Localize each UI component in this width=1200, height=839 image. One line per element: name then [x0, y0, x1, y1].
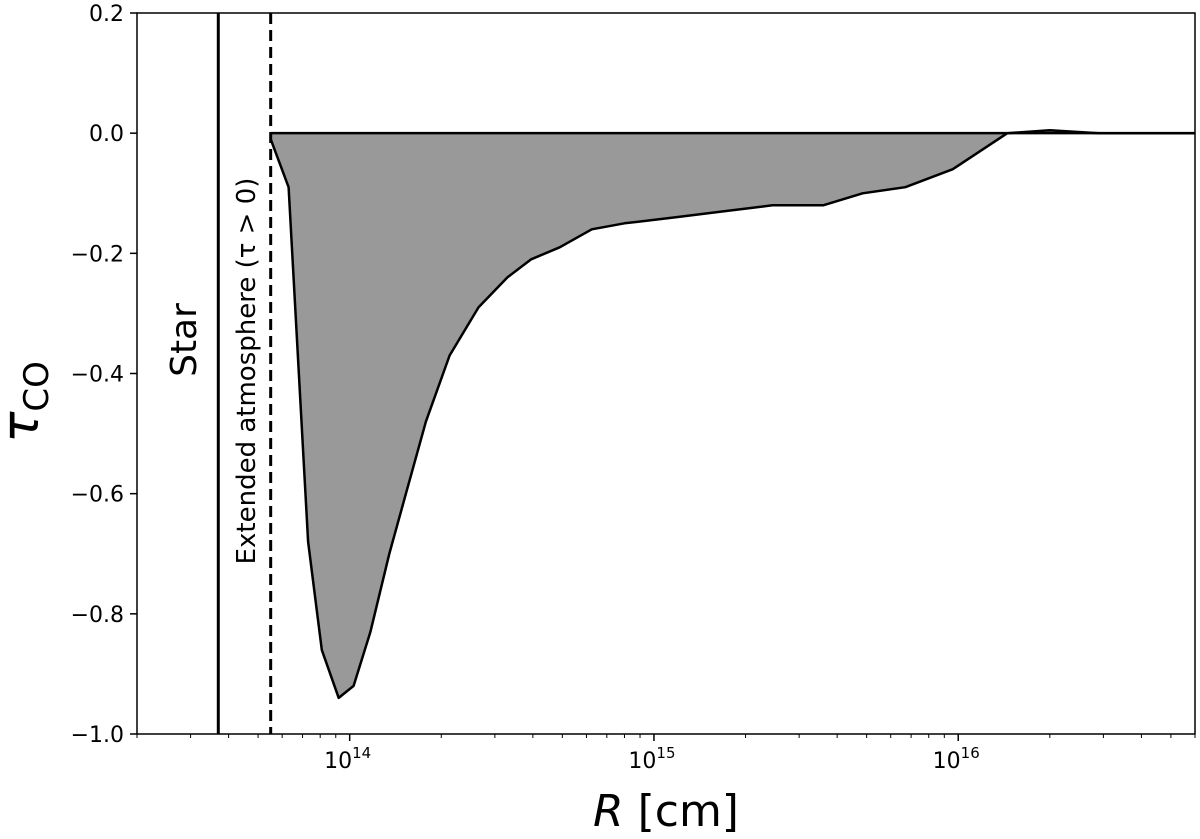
star-annotation: Star	[164, 303, 205, 377]
tau-area-fill	[270, 130, 1195, 698]
extended-atmosphere-annotation: Extended atmosphere (τ > 0)	[232, 178, 262, 565]
y-tick-label: −0.6	[71, 483, 124, 508]
x-axis-ticks: 1014 1015 1016	[136, 734, 1196, 774]
plot-area	[269, 128, 1195, 700]
y-tick-label: −0.4	[71, 363, 124, 388]
y-tick-label: 0.2	[89, 2, 124, 27]
y-tick-label: −0.2	[71, 242, 124, 267]
reference-lines	[216, 13, 273, 734]
y-tick-label: 0.0	[89, 122, 124, 147]
y-tick-label: −0.8	[71, 603, 124, 628]
axes-frame	[136, 12, 1196, 735]
y-axis-ticks: 0.2 0.0 −0.2 −0.4 −0.6 −0.8 −1.0	[71, 2, 137, 748]
x-tick-label: 1015	[628, 744, 675, 774]
x-tick-label: 1016	[933, 744, 980, 774]
y-axis-title: τCO	[0, 361, 57, 443]
tau-curve	[269, 128, 1195, 700]
y-tick-label: −1.0	[71, 723, 124, 748]
x-tick-label: 1014	[324, 744, 371, 774]
x-axis-title: R [cm]	[593, 786, 739, 837]
